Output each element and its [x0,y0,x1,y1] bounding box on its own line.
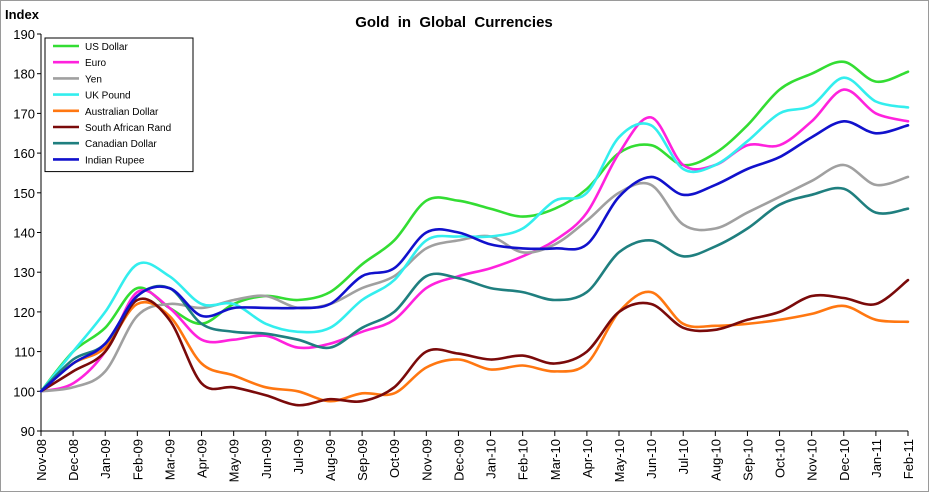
x-tick-label: Jan-10 [484,439,499,479]
x-tick-label: Jul-09 [291,439,306,474]
x-tick-label: Feb-09 [130,439,145,480]
legend-label-canadian-dollar: Canadian Dollar [85,139,157,150]
x-tick-label: Dec-08 [66,439,81,481]
legend-label-uk-pound: UK Pound [85,91,131,102]
x-tick-label: Dec-09 [451,439,466,481]
y-tick-label: 170 [13,106,35,121]
series-line-uk-pound [39,76,910,393]
x-tick-label: Feb-10 [516,439,531,480]
y-axis: 90 100 110 120 130 140 150 160 170 180 190 [13,27,42,439]
series-line-us-dollar [39,60,910,393]
x-tick-label: Mar-09 [162,439,177,480]
legend-label-us-dollar: US Dollar [85,42,128,53]
y-tick-label: 140 [13,226,35,241]
y-tick-label: 130 [13,265,35,280]
x-tick-label: Jan-09 [98,439,113,479]
y-tick-label: 150 [13,186,35,201]
chart-title: Gold in Global Currencies [355,14,553,31]
y-tick-label: 160 [13,146,35,161]
series-line-canadian-dollar [39,186,910,393]
x-tick-label: Nov-10 [805,439,820,481]
series-line-south-african-rand [39,278,910,407]
series-line-euro [39,88,910,393]
legend: US Dollar Euro Yen UK Pound Australian Dolla… [44,37,194,173]
x-tick-label: Dec-10 [837,439,852,481]
y-tick-label: 90 [21,424,35,439]
x-tick-label: Sep-10 [740,439,755,481]
x-tick-label: Apr-10 [580,439,595,478]
y-tick-label: 100 [13,384,35,399]
series-line-australian-dollar [39,290,910,403]
x-tick-label: Aug-09 [323,439,338,481]
legend-label-yen: Yen [85,74,102,85]
legend-label-euro: Euro [85,58,107,69]
x-tick-label: Mar-10 [548,439,563,480]
x-tick-label: Apr-09 [195,439,210,478]
x-axis: Nov-08 Dec-08 Jan-09 Feb-09 Mar-09 Apr-09 May-… [34,430,916,482]
y-tick-label: 180 [13,67,35,82]
y-tick-label: 120 [13,305,35,320]
y-tick-label: 110 [14,345,35,360]
x-tick-label: Sep-09 [355,439,370,481]
x-tick-label: May-10 [612,439,627,482]
x-tick-label: May-09 [227,439,242,482]
x-tick-label: Jun-09 [259,439,274,479]
x-tick-label: Jul-10 [676,439,691,474]
series-line-indian-rupee [39,120,910,393]
y-tick-label: 190 [13,27,35,42]
legend-label-south-african-rand: South African Rand [85,123,171,134]
legend-label-indian-rupee: Indian Rupee [85,155,145,166]
x-tick-label: Jun-10 [644,439,659,479]
legend-box [44,37,194,173]
legend-label-australian-dollar: Australian Dollar [85,107,159,118]
x-tick-label: Jan-11 [869,439,884,478]
x-tick-label: Feb-11 [901,439,916,479]
series-lines [39,60,910,407]
x-tick-label: Oct-09 [387,439,402,478]
x-tick-label: Oct-10 [773,439,788,478]
x-tick-label: Nov-09 [419,439,434,481]
x-tick-label: Aug-10 [708,439,723,481]
y-axis-label: Index [5,7,40,22]
x-tick-label: Nov-08 [34,439,49,481]
